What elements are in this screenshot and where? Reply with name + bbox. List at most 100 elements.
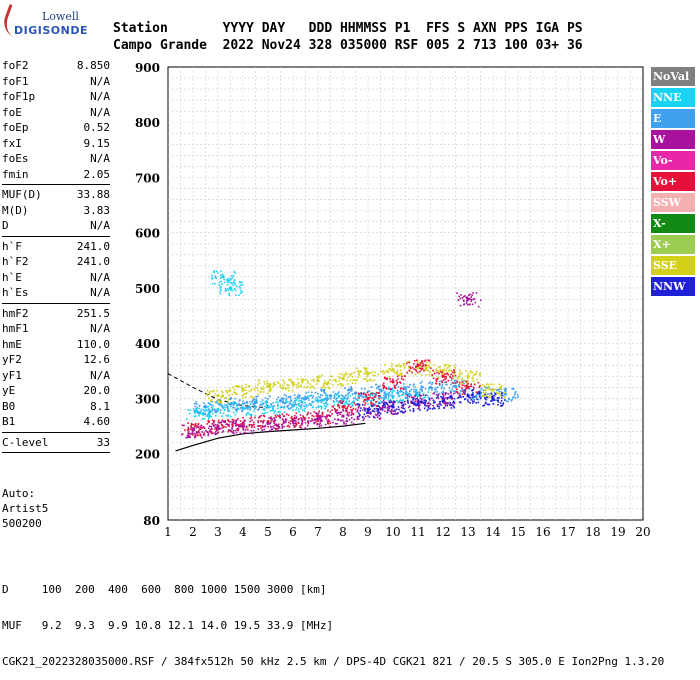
echo-dot: [338, 391, 340, 393]
echo-point: [416, 363, 420, 367]
echo-dot: [186, 429, 189, 431]
echo-dot: [371, 380, 373, 382]
echo-dot: [329, 422, 332, 424]
echo-dot: [234, 397, 236, 400]
echo-dot: [282, 406, 284, 409]
echo-dot: [296, 396, 299, 398]
echo-dot: [428, 373, 430, 376]
echo-dot: [310, 391, 313, 394]
echo-dot: [465, 380, 468, 383]
echo-dot: [444, 363, 447, 366]
echo-dot: [253, 408, 256, 410]
echo-dot: [433, 372, 436, 375]
echo-dot: [219, 292, 221, 295]
echo-dot: [259, 420, 262, 423]
echo-dot: [400, 372, 403, 374]
echo-dot: [305, 404, 307, 406]
echo-dot: [449, 395, 452, 398]
echo-dot: [422, 392, 425, 395]
echo-dot: [304, 395, 307, 398]
echo-dot: [390, 365, 393, 368]
echo-dot: [335, 380, 337, 383]
echo-dot: [234, 392, 237, 395]
echo-dot: [215, 411, 217, 414]
echo-dot: [358, 397, 360, 399]
echo-dot: [335, 398, 337, 401]
echo-dot: [357, 371, 360, 374]
echo-dot: [512, 396, 515, 398]
echo-dot: [432, 377, 435, 380]
echo-dot: [499, 386, 501, 388]
echo-dot: [363, 404, 366, 406]
echo-dot: [326, 414, 328, 416]
echo-dot: [434, 407, 436, 410]
echo-dot: [343, 397, 345, 400]
echo-dot: [464, 388, 467, 391]
echo-dot: [445, 375, 447, 378]
echo-dot: [343, 396, 345, 398]
echo-dot: [384, 401, 386, 404]
echo-dot: [412, 410, 415, 413]
echo-dot: [187, 427, 190, 430]
echo-dot: [283, 425, 286, 428]
echo-dot: [232, 284, 235, 286]
echo-dot: [207, 421, 210, 424]
echo-dot: [311, 414, 313, 417]
echo-dot: [217, 399, 220, 402]
echo-dot: [406, 391, 408, 394]
echo-dot: [320, 394, 322, 396]
echo-dot: [299, 424, 302, 427]
echo-dot: [297, 394, 300, 396]
echo-dot: [217, 421, 220, 424]
echo-dot: [184, 429, 186, 431]
echo-dot: [354, 382, 357, 384]
echo-dot: [337, 392, 339, 395]
echo-dot: [425, 374, 427, 376]
echo-dot: [201, 418, 204, 420]
echo-dot: [183, 424, 185, 427]
echo-dot: [508, 398, 510, 400]
legend-item-nne: NNE: [651, 88, 695, 107]
echo-dot: [214, 433, 217, 436]
echo-dot: [322, 383, 325, 385]
echo-dot: [397, 391, 399, 394]
echo-dot: [196, 406, 198, 409]
echo-dot: [450, 373, 453, 375]
echo-dot: [476, 378, 478, 381]
echo-dot: [471, 393, 474, 395]
x-tick-label: 13: [460, 525, 475, 539]
echo-dot: [227, 414, 229, 417]
echo-dot: [300, 407, 302, 409]
echo-dot: [242, 421, 244, 424]
echo-dot: [201, 436, 203, 439]
echo-dot: [194, 436, 196, 439]
echo-dot: [355, 398, 357, 400]
echo-dot: [387, 368, 390, 371]
echo-dot: [266, 406, 269, 409]
echo-dot: [460, 396, 462, 398]
param-value: N/A: [90, 286, 110, 299]
echo-dot: [399, 399, 402, 401]
echo-dot: [358, 393, 360, 395]
echo-dot: [379, 400, 382, 403]
echo-dot: [481, 395, 483, 397]
echo-dot: [351, 393, 354, 396]
echo-dot: [321, 374, 323, 377]
station-header: Station YYYY DAY DDD HHMMSS P1 FFS S AXN…: [113, 20, 583, 54]
param-row: yE 20.0: [2, 383, 110, 399]
echo-dot: [292, 419, 294, 421]
echo-dot: [329, 415, 332, 417]
echo-dot: [475, 396, 477, 398]
echo-dot: [202, 406, 205, 408]
echo-dot: [283, 405, 286, 408]
echo-dot: [395, 408, 398, 411]
echo-dot: [496, 397, 499, 399]
echo-dot: [389, 367, 391, 370]
echo-dot: [285, 421, 287, 423]
echo-dot: [227, 403, 229, 405]
echo-dot: [297, 385, 300, 388]
echo-dot: [300, 404, 303, 406]
echo-dot: [310, 403, 313, 405]
echo-dot: [227, 430, 229, 433]
echo-dot: [502, 402, 505, 404]
